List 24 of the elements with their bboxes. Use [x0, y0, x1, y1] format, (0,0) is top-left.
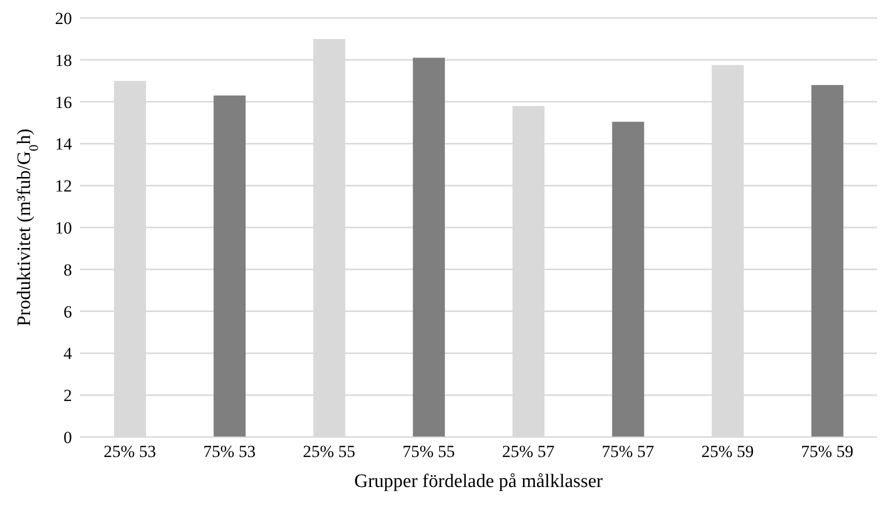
bar: [811, 85, 844, 437]
y-tick-label: 2: [64, 386, 72, 406]
x-tick-label: 75% 53: [203, 442, 256, 462]
y-tick-label: 12: [55, 176, 72, 196]
x-tick-label: 25% 57: [502, 442, 556, 462]
x-tick-label: 75% 59: [800, 442, 854, 462]
y-tick-label: 18: [55, 50, 72, 70]
x-tick-label: 75% 57: [602, 442, 655, 462]
y-tick-label: 16: [55, 92, 72, 112]
y-tick-label: 10: [55, 218, 72, 238]
x-tick-label: 25% 55: [302, 442, 356, 462]
y-tick-label: 6: [64, 302, 72, 322]
bar: [214, 96, 246, 437]
y-tick-label: 0: [64, 428, 72, 448]
bar: [412, 58, 445, 437]
y-tick-label: 20: [55, 9, 72, 28]
x-tick-label: 25% 53: [104, 442, 156, 462]
y-tick-label: 8: [64, 260, 72, 280]
x-tick-label: 75% 55: [402, 442, 455, 462]
x-axis-title: Grupper fördelade på målklasser: [354, 471, 604, 492]
y-tick-label: 4: [64, 344, 72, 364]
bar: [612, 122, 644, 437]
x-tick-label: 25% 59: [701, 442, 754, 462]
y-tick-label: 14: [55, 134, 72, 154]
